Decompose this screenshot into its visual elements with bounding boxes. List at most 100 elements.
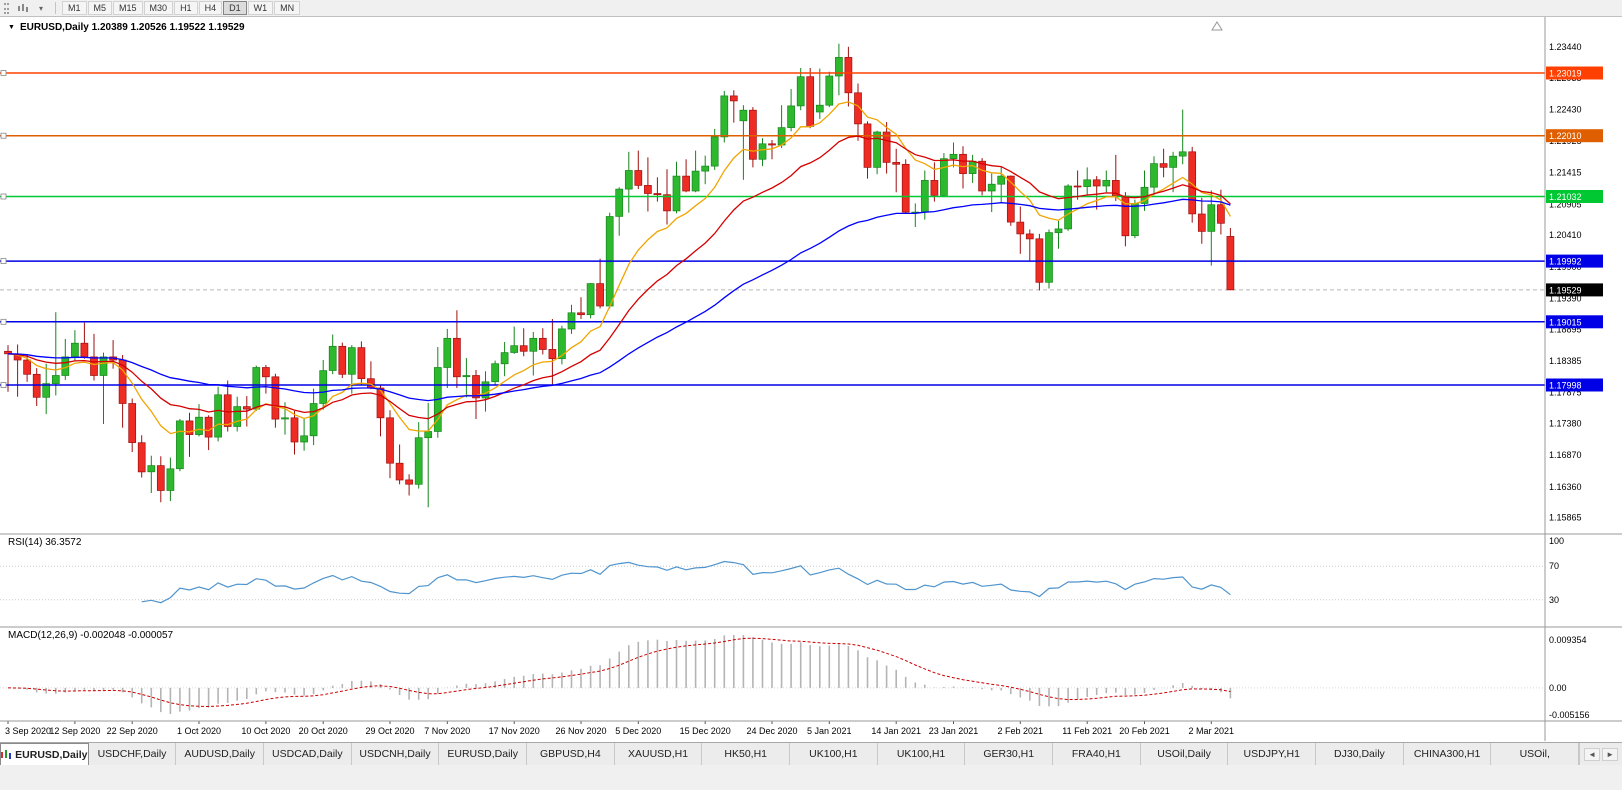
tab-scroll-left-icon[interactable]: ◄ <box>1584 747 1601 761</box>
chart-background <box>0 16 1622 742</box>
tab-label: USDJPY,H1 <box>1243 748 1300 760</box>
ma-55-line <box>7 198 1231 402</box>
timeframe-w1[interactable]: W1 <box>247 1 274 15</box>
svg-text:22 Sep 2020: 22 Sep 2020 <box>107 726 158 736</box>
horizontal-lines[interactable] <box>0 70 1545 388</box>
svg-text:-0.005156: -0.005156 <box>1549 710 1590 720</box>
svg-text:1.18895: 1.18895 <box>1549 324 1582 334</box>
tab-usdchf-daily[interactable]: USDCHF,Daily <box>88 743 177 765</box>
timeframe-h4[interactable]: H4 <box>198 1 223 15</box>
moving-averages <box>7 101 1231 435</box>
timeframe-m30[interactable]: M30 <box>143 1 174 15</box>
tab-usdcad-daily[interactable]: USDCAD,Daily <box>264 743 352 765</box>
macd-signal-line <box>7 637 1231 708</box>
svg-text:1.21032: 1.21032 <box>1549 192 1582 202</box>
tab-label: GBPUSD,H4 <box>540 748 601 760</box>
svg-text:7 Nov 2020: 7 Nov 2020 <box>424 726 470 736</box>
tab-gbpusd-h4[interactable]: GBPUSD,H4 <box>527 743 615 765</box>
tab-label: EURUSD,Daily <box>447 748 518 760</box>
ma-10-line <box>7 101 1231 435</box>
tab-usoil-daily[interactable]: USOil,Daily <box>1140 743 1229 765</box>
svg-text:1.23019: 1.23019 <box>1549 69 1582 79</box>
svg-text:1.22430: 1.22430 <box>1549 105 1582 115</box>
chart-shift-marker[interactable] <box>1211 21 1223 31</box>
tab-xauusd-h1[interactable]: XAUUSD,H1 <box>614 743 703 765</box>
svg-text:14 Jan 2021: 14 Jan 2021 <box>871 726 921 736</box>
timeframe-h1[interactable]: H1 <box>174 1 198 15</box>
svg-text:1.17998: 1.17998 <box>1549 381 1582 391</box>
svg-text:1.16870: 1.16870 <box>1549 450 1582 460</box>
timeframe-m15[interactable]: M15 <box>113 1 143 15</box>
tab-label: GER30,H1 <box>983 748 1035 760</box>
timeframe-m5[interactable]: M5 <box>87 1 113 15</box>
tab-usoil[interactable]: USOil, <box>1491 743 1580 765</box>
price-badge-1.17998: 1.17998 <box>1546 378 1603 392</box>
hline-handle[interactable] <box>0 132 7 139</box>
svg-text:10 Oct 2020: 10 Oct 2020 <box>241 726 290 736</box>
rsi-line <box>141 560 1231 604</box>
tab-label: FRA40,H1 <box>1071 748 1121 760</box>
tab-label: USOil,Daily <box>1157 748 1211 760</box>
toolbar-grip[interactable] <box>4 2 9 14</box>
svg-text:1.15865: 1.15865 <box>1549 513 1582 523</box>
svg-text:1.22010: 1.22010 <box>1549 131 1582 141</box>
tab-audusd-daily[interactable]: AUDUSD,Daily <box>176 743 265 765</box>
dropdown-caret-icon[interactable]: ▾ <box>38 3 43 13</box>
tab-label: HK50,H1 <box>724 748 768 760</box>
svg-text:2 Mar 2021: 2 Mar 2021 <box>1189 726 1235 736</box>
hline-handle[interactable] <box>0 193 7 200</box>
svg-text:5 Jan 2021: 5 Jan 2021 <box>807 726 852 736</box>
tab-usdjpy-h1[interactable]: USDJPY,H1 <box>1228 743 1317 765</box>
tab-eurusd-daily[interactable]: EURUSD,Daily <box>439 743 528 765</box>
timeframe-toolbar: ▾ M1 M5 M15 M30 H1 H4 D1 W1 MN <box>0 0 1622 17</box>
chart-type-icon[interactable] <box>15 1 31 15</box>
toolbar-separator <box>55 2 56 14</box>
tab-label: DJ30,Daily <box>1334 748 1385 760</box>
tab-label: USDCNH,Daily <box>359 748 431 760</box>
tab-china300-h1[interactable]: CHINA300,H1 <box>1403 743 1492 765</box>
tab-label: XAUUSD,H1 <box>627 748 689 760</box>
tab-usdcnh-daily[interactable]: USDCNH,Daily <box>351 743 440 765</box>
svg-text:1.17875: 1.17875 <box>1549 388 1582 398</box>
timeframe-m1[interactable]: M1 <box>62 1 87 15</box>
chart-tabbar: EURUSD,Daily USDCHF,Daily AUDUSD,Daily USDC… <box>0 742 1622 765</box>
hline-handle[interactable] <box>0 70 7 76</box>
timeframe-buttons: M1 M5 M15 M30 H1 H4 D1 W1 MN <box>62 1 301 15</box>
timeframe-d1[interactable]: D1 <box>223 1 247 15</box>
svg-text:0.009354: 0.009354 <box>1549 635 1587 645</box>
hline-handle[interactable] <box>0 258 7 265</box>
svg-text:23 Jan 2021: 23 Jan 2021 <box>929 726 979 736</box>
svg-text:1.19992: 1.19992 <box>1549 257 1582 267</box>
price-badge-1.22010: 1.22010 <box>1546 129 1603 143</box>
tab-uk100-h1[interactable]: UK100,H1 <box>790 743 878 765</box>
price-badge-1.19529: 1.19529 <box>1546 283 1603 297</box>
tab-hk50-h1[interactable]: HK50,H1 <box>702 743 791 765</box>
svg-text:12 Sep 2020: 12 Sep 2020 <box>49 726 100 736</box>
hline-handle[interactable] <box>0 382 7 388</box>
tab-label: EURUSD,Daily <box>15 748 88 761</box>
tab-scroll-right-icon[interactable]: ► <box>1602 747 1618 761</box>
svg-text:17 Nov 2020: 17 Nov 2020 <box>489 726 540 736</box>
svg-text:1 Oct 2020: 1 Oct 2020 <box>177 726 221 736</box>
tab-uk100-h1[interactable]: UK100,H1 <box>877 743 966 765</box>
price-badges: 1.23019 1.22010 1.21032 1.19992 1.19015 1.179… <box>1546 66 1603 392</box>
svg-text:1.17380: 1.17380 <box>1549 418 1582 428</box>
tab-fra40-h1[interactable]: FRA40,H1 <box>1053 743 1141 765</box>
svg-text:1.16360: 1.16360 <box>1549 482 1582 492</box>
rsi-pane: 100 70 30 <box>0 536 1564 605</box>
svg-text:20 Oct 2020: 20 Oct 2020 <box>299 726 348 736</box>
svg-text:70: 70 <box>1549 561 1559 571</box>
svg-text:26 Nov 2020: 26 Nov 2020 <box>555 726 606 736</box>
timeframe-mn[interactable]: MN <box>274 1 301 15</box>
tab-label: UK100,H1 <box>809 748 858 760</box>
tab-ger30-h1[interactable]: GER30,H1 <box>965 743 1054 765</box>
svg-text:30: 30 <box>1549 595 1559 605</box>
svg-text:3 Sep 2020: 3 Sep 2020 <box>5 726 51 736</box>
tab-eurusd-daily[interactable]: EURUSD,Daily <box>0 743 89 765</box>
svg-text:100: 100 <box>1549 536 1564 546</box>
svg-text:11 Feb 2021: 11 Feb 2021 <box>1062 726 1112 736</box>
hline-handle[interactable] <box>0 318 7 325</box>
tab-dj30-daily[interactable]: DJ30,Daily <box>1316 743 1404 765</box>
svg-text:1.19390: 1.19390 <box>1549 294 1582 304</box>
